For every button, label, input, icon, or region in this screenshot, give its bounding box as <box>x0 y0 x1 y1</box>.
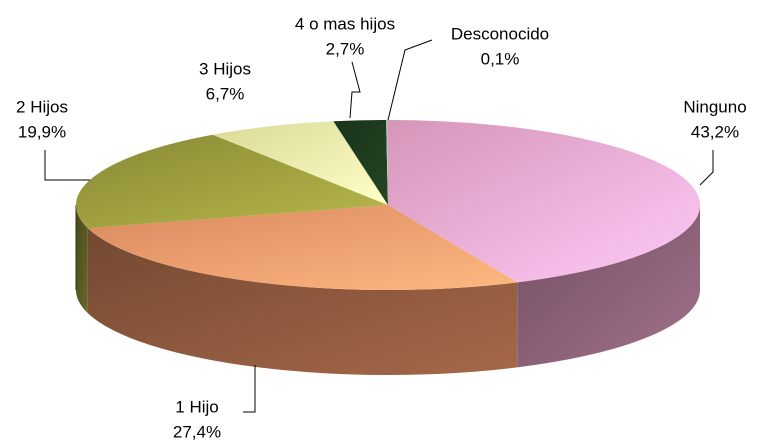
leader-line <box>44 150 90 181</box>
slice-value-label: 27,4% <box>173 422 221 441</box>
slice-value-label: 6,7% <box>206 84 245 103</box>
slice <box>75 134 388 229</box>
slice-value-label: 43,2% <box>691 122 739 141</box>
leader-line <box>387 39 433 121</box>
slice <box>87 205 518 290</box>
slice-value-label: 19,9% <box>18 122 66 141</box>
slice-side <box>87 228 518 375</box>
slice-value-label: 2,7% <box>326 39 365 58</box>
slice <box>386 120 388 205</box>
slice-side <box>76 205 88 314</box>
leader-line <box>699 150 714 186</box>
slice <box>388 120 701 283</box>
slice-label: 1 Hijo <box>175 397 218 416</box>
labels: Ninguno 43,2% 1 Hijo 27,4% 2 Hijos 19,9% 3 Hij… <box>16 14 747 441</box>
pie <box>75 120 701 375</box>
slice <box>212 121 388 205</box>
slice-label: 2 Hijos <box>16 97 68 116</box>
slice-label: 4 o mas hijos <box>295 14 395 33</box>
leader-line <box>349 61 361 119</box>
slice-label: Ninguno <box>683 97 746 116</box>
slice-label: 3 Hijos <box>199 59 251 78</box>
slice <box>333 120 388 205</box>
slice-side <box>517 205 700 368</box>
slice-label: Desconocido <box>451 24 549 43</box>
slice-value-label: 0,1% <box>481 49 520 68</box>
leader-line <box>243 365 256 413</box>
